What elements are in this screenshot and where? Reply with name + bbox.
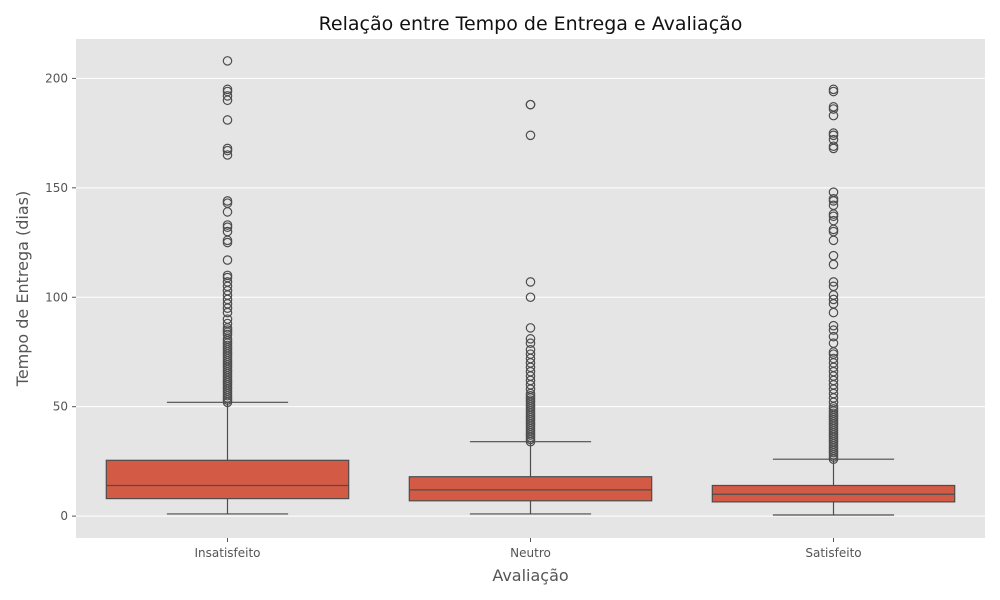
outlier-point: [828, 281, 839, 292]
outlier-point: [828, 193, 839, 204]
y-axis-label: Tempo de Entrega (dias): [13, 191, 32, 387]
x-tick-label: Insatisfeito: [194, 546, 260, 560]
outlier-point: [222, 196, 233, 206]
axes: 0 50 100 150 200 Insatisfeito Neutro Satisfeito: [45, 71, 862, 560]
outlier-point: [222, 220, 233, 230]
outlier-point: [525, 323, 536, 333]
box-plots: [105, 56, 956, 516]
outlier-point: [828, 200, 839, 211]
x-axis-label: Avaliação: [492, 566, 568, 585]
outlier-point: [828, 215, 839, 226]
outlier-point: [828, 277, 839, 287]
outlier-point: [222, 56, 233, 66]
outlier-point: [525, 334, 536, 344]
iqr-box: [105, 459, 350, 500]
chart-title: Relação entre Tempo de Entrega e Avaliaç…: [319, 13, 743, 35]
outlier-point: [828, 84, 839, 95]
outlier-point: [222, 226, 233, 237]
outlier-point: [525, 344, 536, 355]
outlier-point: [828, 141, 839, 152]
outlier-point: [222, 318, 233, 329]
outlier-point: [828, 338, 839, 349]
y-tick-label: 150: [45, 181, 68, 195]
y-tick-label: 200: [45, 71, 68, 85]
outlier-point: [525, 338, 536, 349]
x-tick-label: Neutro: [510, 546, 551, 560]
y-tick-label: 0: [60, 509, 68, 523]
outlier-point: [222, 84, 233, 95]
outlier-point: [828, 331, 839, 342]
outlier-point: [525, 349, 536, 359]
outlier-point: [828, 353, 839, 364]
box-group: [408, 99, 653, 515]
y-tick-label: 50: [53, 400, 68, 414]
outlier-point: [828, 250, 839, 261]
outlier-point: [828, 128, 839, 138]
x-tick-label: Satisfeito: [805, 546, 861, 560]
outlier-point: [222, 255, 233, 265]
outlier-point: [222, 314, 233, 324]
outlier-point: [828, 294, 839, 305]
outlier-point: [222, 91, 233, 101]
box-group: [711, 84, 956, 516]
iqr-box: [408, 476, 653, 502]
outlier-point: [222, 143, 233, 154]
outlier-point: [525, 277, 536, 287]
box-group: [105, 56, 350, 515]
outlier-point: [222, 115, 233, 125]
outlier-point: [828, 134, 839, 145]
outlier-point: [828, 325, 839, 335]
outlier-point: [222, 270, 233, 281]
outlier-point: [525, 99, 536, 110]
outlier-point: [828, 320, 839, 331]
y-tick-label: 100: [45, 290, 68, 304]
outlier-point: [222, 277, 233, 287]
outlier-point: [222, 150, 233, 160]
outlier-point: [828, 102, 839, 112]
outlier-point: [525, 292, 536, 303]
outlier-point: [525, 130, 536, 141]
outlier-point: [828, 187, 839, 198]
